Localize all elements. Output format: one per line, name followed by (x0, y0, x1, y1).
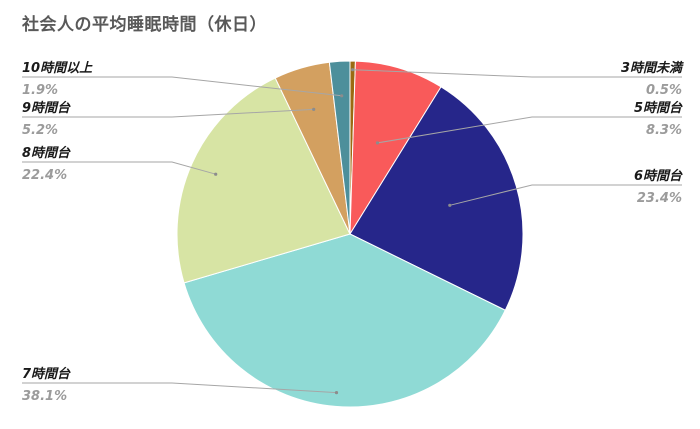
slice-2 (349, 60, 442, 236)
slice-3-leader-line (449, 184, 682, 206)
slice-1-label: 3時間未満 (621, 60, 684, 76)
slice-7 (328, 60, 351, 235)
slice-3-leader-dot (448, 203, 452, 207)
slice-5-leader-dot (214, 172, 218, 176)
slice-5-percent: 22.4% (22, 168, 67, 183)
slice-2-leader-line (377, 116, 682, 144)
slice-4-leader-line (22, 382, 337, 394)
slice-1-percent: 0.5% (646, 83, 682, 98)
slice-7-leader-dot (340, 94, 344, 98)
slice-1-leader-line (352, 69, 682, 78)
slice-4-label: 7時間台 (22, 366, 71, 382)
slice-6-leader-dot (312, 107, 316, 111)
slice-7-label: 10時間以上 (22, 60, 93, 76)
slice-5-leader-line (22, 161, 216, 175)
slice-6-leader-line (22, 108, 314, 118)
chart-title: 社会人の平均睡眠時間（休日） (22, 15, 267, 35)
slice-7-leader-line (22, 76, 342, 97)
slice-1-leader-dot (351, 68, 355, 72)
slice-5-label: 8時間台 (22, 145, 71, 161)
slice-4-percent: 38.1% (22, 389, 67, 404)
slice-6-label: 9時間台 (22, 100, 71, 116)
slice-3 (349, 86, 524, 311)
pie-slices (176, 60, 524, 408)
pie-labels: 3時間未満 0.5% 5時間台 8.3% 6時間台 23.4% 7時間台 38.1% 8時間台 2… (22, 60, 684, 404)
slice-2-percent: 8.3% (646, 123, 682, 138)
slice-4 (183, 233, 506, 408)
slice-5 (176, 77, 351, 284)
slice-2-leader-dot (375, 141, 380, 145)
slice-2-label: 5時間台 (634, 100, 683, 116)
slice-4-leader-dot (334, 391, 339, 395)
slice-6-percent: 5.2% (22, 123, 58, 138)
slice-7-percent: 1.9% (22, 83, 58, 98)
slice-3-label: 6時間台 (634, 168, 683, 184)
slice-3-percent: 23.4% (637, 191, 682, 206)
